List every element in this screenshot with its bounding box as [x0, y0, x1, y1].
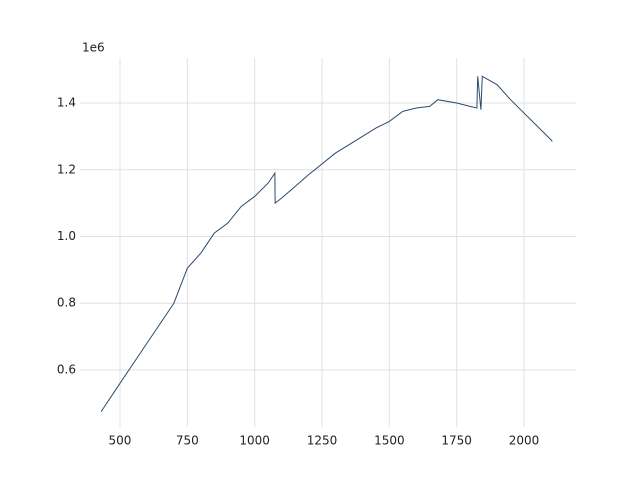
x-tick-label: 1500: [374, 434, 405, 448]
y-tick-label: 1.4: [57, 96, 76, 110]
y-offset-label: 1e6: [82, 41, 105, 55]
y-tick-label: 1.2: [57, 162, 76, 176]
x-tick-label: 1750: [441, 434, 472, 448]
x-tick-label: 1000: [239, 434, 270, 448]
y-tick-label: 0.8: [57, 296, 76, 310]
y-tick-label: 1.0: [57, 229, 76, 243]
line-series: [100, 75, 553, 412]
y-tick-label: 0.6: [57, 362, 76, 376]
x-tick-label: 500: [109, 434, 132, 448]
x-tick-label: 2000: [509, 434, 540, 448]
x-tick-label: 750: [176, 434, 199, 448]
x-tick-label: 1250: [307, 434, 338, 448]
